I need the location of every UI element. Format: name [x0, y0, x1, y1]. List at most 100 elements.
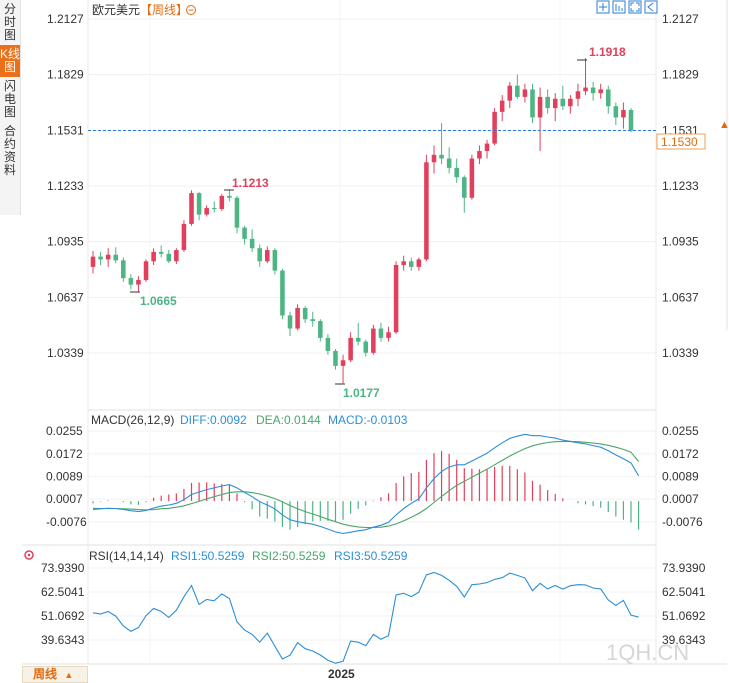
candle — [348, 332, 353, 363]
candle — [545, 89, 550, 114]
candle — [439, 123, 444, 165]
rsi-tick-right: 39.6343 — [662, 633, 706, 647]
rsi-line — [92, 571, 639, 664]
candle — [401, 255, 406, 271]
minus-circle-icon[interactable] — [186, 5, 196, 15]
macd-tick-left: 0.0089 — [46, 470, 83, 484]
candle — [522, 83, 528, 103]
price-tick-left: 1.1829 — [47, 68, 84, 82]
candle — [113, 247, 119, 264]
last-price-label: 1.1530 — [661, 135, 698, 149]
svg-text:1.1213: 1.1213 — [232, 176, 269, 190]
candle — [234, 195, 240, 234]
candle — [227, 189, 232, 202]
macd-tick-right: -0.0076 — [662, 515, 703, 529]
watermark: 1QH.CN — [606, 640, 689, 665]
candle — [174, 248, 179, 265]
candle — [484, 139, 490, 159]
candle — [121, 257, 126, 282]
price-tick-right: 1.0339 — [662, 346, 699, 360]
candle — [371, 324, 376, 355]
annotation-low-2: 1.0177 — [335, 383, 380, 400]
candle — [507, 81, 513, 109]
period-selector-label: 周线 — [33, 667, 58, 681]
settings-icon[interactable] — [24, 550, 34, 560]
candle — [325, 334, 331, 355]
price-tick-left: 1.0935 — [47, 235, 84, 249]
candle — [318, 319, 323, 342]
period-tag: 【周线】 — [140, 3, 188, 17]
macd-tick-right: 0.0089 — [662, 470, 699, 484]
candle — [128, 274, 134, 290]
candle — [431, 145, 437, 174]
period-selector-button[interactable]: 周线 ▲ — [22, 666, 88, 683]
candle — [105, 248, 111, 267]
side-tab-0[interactable]: 分时图 — [3, 2, 16, 42]
svg-text:1.0177: 1.0177 — [343, 386, 380, 400]
diff-line — [92, 433, 640, 535]
dea-line — [92, 440, 640, 529]
candle — [537, 87, 543, 152]
bar-chart-icon[interactable] — [612, 0, 626, 14]
candle — [530, 83, 535, 124]
candle — [560, 85, 566, 110]
crosshair-icon[interactable] — [596, 0, 610, 14]
candle — [90, 251, 96, 274]
candle — [280, 268, 285, 320]
macd-legend: MACD(26,12,9) DIFF:0.0092 DEA:0.0144 MAC… — [91, 413, 408, 427]
candle — [204, 205, 209, 217]
price-tick-right: 1.0935 — [662, 235, 699, 249]
rsi-tick-right: 62.5041 — [662, 585, 706, 599]
expand-icon[interactable] — [644, 0, 658, 14]
candle — [416, 257, 422, 271]
candle — [302, 306, 308, 323]
price-tick-left: 1.0339 — [47, 346, 84, 360]
candle — [219, 194, 225, 211]
candle — [386, 326, 391, 342]
candle — [575, 83, 581, 107]
rsi-tick-left: 51.0692 — [41, 609, 85, 623]
macd-tick-left: 0.0007 — [46, 492, 83, 506]
svg-text:1.0665: 1.0665 — [140, 294, 177, 308]
candle — [211, 201, 217, 213]
side-tab-3[interactable]: 合约资料 — [3, 124, 16, 177]
candle — [249, 229, 255, 252]
rsi-series — [92, 571, 639, 664]
candle — [583, 58, 588, 96]
price-tick-right: 1.1233 — [662, 179, 699, 193]
price-tick-right: 1.1829 — [662, 68, 699, 82]
candle — [462, 175, 467, 213]
candle — [363, 339, 369, 357]
candle — [143, 259, 149, 282]
macd-series — [92, 433, 640, 535]
rsi-legend: RSI(14,14,14) RSI1:50.5259 RSI2:50.5259 … — [89, 549, 408, 563]
candle — [515, 74, 520, 99]
price-cursor-mark: ▲ — [719, 119, 729, 131]
macd-tick-right: 0.0172 — [662, 447, 699, 461]
svg-text:1.1918: 1.1918 — [589, 45, 626, 59]
candle — [355, 322, 361, 346]
macd-tick-left: 0.0255 — [46, 424, 83, 438]
fullscreen-icon[interactable] — [628, 0, 642, 14]
candle — [598, 83, 603, 99]
candle — [621, 102, 626, 129]
candle — [333, 349, 338, 370]
candle — [295, 304, 300, 331]
annotation-low-1: 1.0665 — [130, 291, 177, 308]
candle — [613, 102, 619, 125]
candle — [568, 95, 573, 114]
candle — [166, 250, 172, 264]
macd-tick-left: 0.0172 — [46, 447, 83, 461]
candle — [378, 322, 384, 342]
side-tab-2[interactable]: 闪电图 — [3, 79, 16, 119]
candle — [552, 93, 558, 122]
candle — [181, 220, 187, 252]
candle — [257, 244, 262, 267]
candle — [340, 354, 346, 384]
candle — [469, 154, 475, 200]
rsi-tick-left: 39.6343 — [41, 633, 85, 647]
side-tab-1[interactable]: K线图 — [0, 45, 20, 77]
price-tick-left: 1.1233 — [47, 179, 84, 193]
